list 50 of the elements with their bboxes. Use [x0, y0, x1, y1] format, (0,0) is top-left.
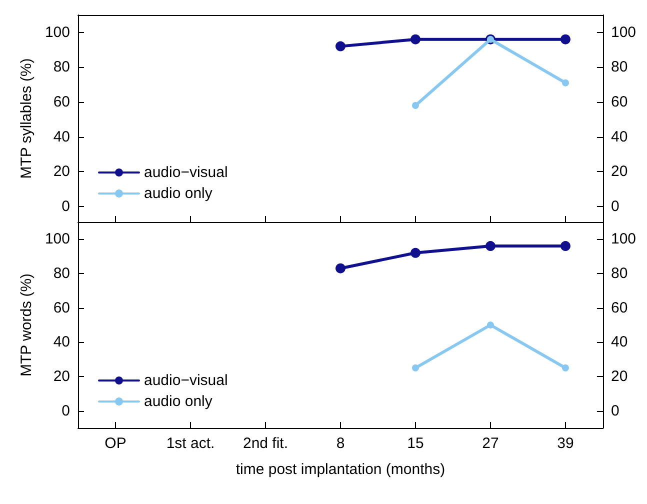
- y-tick-label: 40: [53, 128, 70, 146]
- y-tick-label: 80: [53, 58, 70, 76]
- y-axis-title: MTP words (%): [18, 273, 36, 377]
- y2-tick-label: 20: [610, 368, 628, 385]
- x-tick-label: 8: [336, 435, 345, 452]
- x-tick-label: 39: [557, 435, 574, 452]
- point: [335, 263, 346, 274]
- y-tick-label: 0: [62, 198, 70, 215]
- point: [410, 34, 420, 44]
- y-tick-label: 20: [53, 163, 70, 180]
- x-tick-label: OP: [104, 435, 126, 452]
- point: [486, 322, 494, 328]
- x-tick-label: 15: [407, 435, 424, 452]
- x-tick-label: 2nd fit.: [242, 435, 288, 452]
- y2-tick-label: 80: [610, 265, 628, 282]
- point: [560, 241, 570, 252]
- y2-tick-label: 0: [610, 402, 620, 420]
- y2-tick-label: 100: [610, 230, 636, 248]
- y-tick-label: 100: [44, 24, 70, 41]
- y2-tick-label: 60: [610, 93, 628, 110]
- point: [335, 41, 346, 52]
- y2-tick-label: 40: [610, 334, 628, 351]
- legend-label: audio only: [144, 393, 213, 410]
- y-tick-label: 60: [53, 93, 70, 110]
- point: [485, 241, 496, 252]
- y-tick-label: 60: [53, 299, 70, 316]
- y2-tick-label: 80: [610, 58, 628, 76]
- point: [412, 102, 419, 109]
- y2-tick-label: 40: [610, 128, 628, 146]
- point: [562, 79, 569, 86]
- y2-tick-label: 20: [610, 163, 628, 180]
- y2-tick-label: 100: [610, 24, 636, 41]
- y-tick-label: 100: [44, 230, 70, 248]
- y-axis-title: MTP syllables (%): [18, 58, 36, 179]
- y2-tick-label: 60: [610, 299, 628, 316]
- y2-tick-label: 0: [610, 198, 620, 215]
- point: [412, 364, 419, 372]
- legend-label: audio only: [144, 185, 213, 202]
- point: [560, 34, 570, 44]
- y-tick-label: 40: [53, 334, 70, 351]
- legend-label: audio−visual: [144, 164, 228, 181]
- y-tick-label: 0: [62, 402, 70, 420]
- x-tick-label: 1st act.: [166, 435, 215, 452]
- y-tick-label: 80: [53, 265, 70, 282]
- y-tick-label: 20: [53, 368, 70, 385]
- legend-label: audio−visual: [144, 372, 228, 389]
- point: [410, 248, 420, 258]
- point: [562, 364, 569, 372]
- x-tick-label: 27: [482, 435, 499, 452]
- x-axis-title: time post implantation (months): [236, 461, 446, 478]
